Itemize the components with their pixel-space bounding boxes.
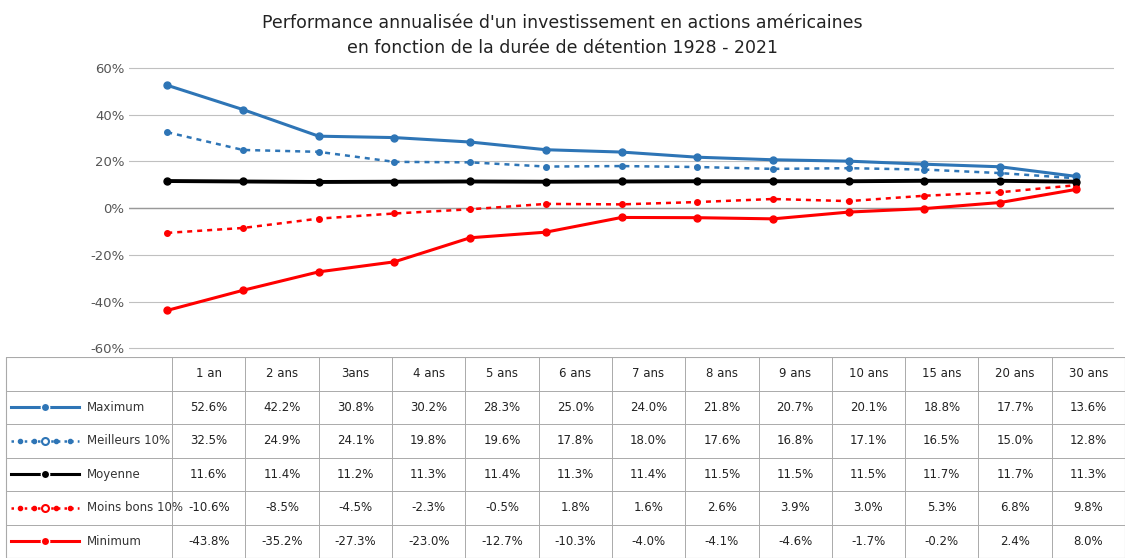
Text: 12.8%: 12.8% <box>1070 434 1107 448</box>
Text: -27.3%: -27.3% <box>334 535 376 548</box>
Text: 11.4%: 11.4% <box>263 468 300 481</box>
Text: 2.6%: 2.6% <box>706 501 737 514</box>
Text: Moins bons 10%: Moins bons 10% <box>87 501 182 514</box>
Text: -43.8%: -43.8% <box>188 535 229 548</box>
Text: 9.8%: 9.8% <box>1073 501 1104 514</box>
Text: 11.2%: 11.2% <box>336 468 374 481</box>
Text: 2 ans: 2 ans <box>266 367 298 381</box>
Text: 17.1%: 17.1% <box>849 434 888 448</box>
FancyBboxPatch shape <box>6 357 1125 558</box>
Text: -4.6%: -4.6% <box>778 535 812 548</box>
Text: -8.5%: -8.5% <box>266 501 299 514</box>
Text: 1 an: 1 an <box>196 367 222 381</box>
Text: 28.3%: 28.3% <box>484 401 521 414</box>
Text: 1.8%: 1.8% <box>560 501 591 514</box>
Text: -35.2%: -35.2% <box>261 535 303 548</box>
Text: 11.3%: 11.3% <box>557 468 594 481</box>
Text: 11.4%: 11.4% <box>484 468 521 481</box>
Text: 16.5%: 16.5% <box>924 434 961 448</box>
Text: 24.9%: 24.9% <box>263 434 300 448</box>
Text: 42.2%: 42.2% <box>263 401 300 414</box>
Text: -4.5%: -4.5% <box>339 501 372 514</box>
Text: 30 ans: 30 ans <box>1069 367 1108 381</box>
Text: -10.3%: -10.3% <box>555 535 596 548</box>
Text: -1.7%: -1.7% <box>852 535 885 548</box>
Text: 30.2%: 30.2% <box>411 401 448 414</box>
Text: 18.8%: 18.8% <box>924 401 961 414</box>
Text: 6.8%: 6.8% <box>1000 501 1029 514</box>
Text: 5.3%: 5.3% <box>927 501 956 514</box>
Text: 4 ans: 4 ans <box>413 367 444 381</box>
Text: 1.6%: 1.6% <box>633 501 664 514</box>
Text: -0.2%: -0.2% <box>925 535 958 548</box>
Text: 21.8%: 21.8% <box>703 401 740 414</box>
Text: 8.0%: 8.0% <box>1073 535 1104 548</box>
Text: 11.3%: 11.3% <box>410 468 448 481</box>
Text: 11.5%: 11.5% <box>849 468 888 481</box>
Text: 11.7%: 11.7% <box>924 468 961 481</box>
Text: 13.6%: 13.6% <box>1070 401 1107 414</box>
Text: 17.7%: 17.7% <box>997 401 1034 414</box>
Text: 8 ans: 8 ans <box>705 367 738 381</box>
Text: -2.3%: -2.3% <box>412 501 446 514</box>
Text: 11.5%: 11.5% <box>776 468 813 481</box>
Text: 5 ans: 5 ans <box>486 367 518 381</box>
Text: 15 ans: 15 ans <box>922 367 962 381</box>
Text: 9 ans: 9 ans <box>780 367 811 381</box>
Text: 30.8%: 30.8% <box>336 401 374 414</box>
Text: 32.5%: 32.5% <box>190 434 227 448</box>
Text: 25.0%: 25.0% <box>557 401 594 414</box>
Text: 17.8%: 17.8% <box>557 434 594 448</box>
Text: -10.6%: -10.6% <box>188 501 229 514</box>
Text: 3ans: 3ans <box>341 367 369 381</box>
Text: Minimum: Minimum <box>87 535 142 548</box>
Text: 11.4%: 11.4% <box>630 468 667 481</box>
Text: Moyenne: Moyenne <box>87 468 141 481</box>
Text: 3.0%: 3.0% <box>854 501 883 514</box>
Text: 20 ans: 20 ans <box>996 367 1035 381</box>
Text: 7 ans: 7 ans <box>632 367 665 381</box>
Text: -23.0%: -23.0% <box>408 535 449 548</box>
Text: 52.6%: 52.6% <box>190 401 227 414</box>
Text: 16.8%: 16.8% <box>776 434 813 448</box>
Text: 3.9%: 3.9% <box>781 501 810 514</box>
Text: 11.7%: 11.7% <box>997 468 1034 481</box>
Text: 20.7%: 20.7% <box>776 401 813 414</box>
Text: 24.0%: 24.0% <box>630 401 667 414</box>
Text: 24.1%: 24.1% <box>336 434 374 448</box>
Text: 11.6%: 11.6% <box>190 468 227 481</box>
Text: 19.8%: 19.8% <box>410 434 448 448</box>
Text: 10 ans: 10 ans <box>848 367 889 381</box>
Text: -12.7%: -12.7% <box>482 535 523 548</box>
Text: 19.6%: 19.6% <box>484 434 521 448</box>
Text: 2.4%: 2.4% <box>1000 535 1030 548</box>
Text: Meilleurs 10%: Meilleurs 10% <box>87 434 170 448</box>
Text: 6 ans: 6 ans <box>559 367 592 381</box>
Text: 11.5%: 11.5% <box>703 468 740 481</box>
Text: -4.1%: -4.1% <box>704 535 739 548</box>
Text: 18.0%: 18.0% <box>630 434 667 448</box>
Text: 17.6%: 17.6% <box>703 434 740 448</box>
Text: 11.3%: 11.3% <box>1070 468 1107 481</box>
Text: Performance annualisée d'un investissement en actions américaines
en fonction de: Performance annualisée d'un investisseme… <box>262 14 863 57</box>
Text: 20.1%: 20.1% <box>849 401 888 414</box>
Text: -0.5%: -0.5% <box>485 501 519 514</box>
Text: -4.0%: -4.0% <box>631 535 666 548</box>
Text: Maximum: Maximum <box>87 401 145 414</box>
Text: 15.0%: 15.0% <box>997 434 1034 448</box>
